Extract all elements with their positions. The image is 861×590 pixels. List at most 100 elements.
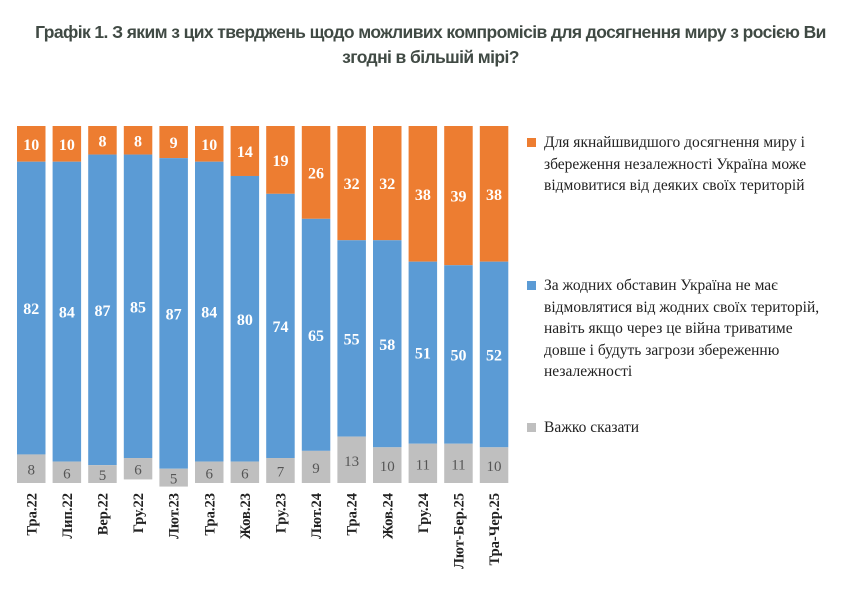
legend-swatch-gray xyxy=(527,423,536,432)
data-label: 38 xyxy=(486,187,502,204)
data-label: 19 xyxy=(272,153,288,170)
data-label: 13 xyxy=(344,454,359,470)
bar-segment xyxy=(159,468,188,487)
data-label: 26 xyxy=(308,165,324,182)
bar-segment xyxy=(301,218,331,451)
data-label: 6 xyxy=(206,466,214,482)
bar-segment xyxy=(52,126,82,162)
data-label: 32 xyxy=(379,176,395,193)
x-tick-label: Тра-Чер.25 xyxy=(487,493,503,566)
bar-segment xyxy=(52,461,82,483)
bar-segment xyxy=(337,126,366,241)
x-tick-label: Гру.24 xyxy=(416,493,432,533)
bar-segment xyxy=(408,261,438,444)
data-label: 87 xyxy=(94,303,110,320)
data-label: 85 xyxy=(130,299,146,316)
bar-segment xyxy=(408,126,438,262)
bar-segment xyxy=(479,447,509,483)
data-label: 5 xyxy=(170,472,178,488)
bar-segment xyxy=(479,261,509,448)
data-label: 11 xyxy=(451,457,465,473)
data-label: 6 xyxy=(134,463,142,479)
legend-label: Важко сказати xyxy=(544,419,640,436)
data-label: 6 xyxy=(241,466,249,482)
data-label: 14 xyxy=(237,144,253,161)
data-label: 10 xyxy=(23,137,39,154)
bar-segment xyxy=(123,154,153,459)
bar-segment xyxy=(230,461,260,483)
bar-segment xyxy=(17,454,46,483)
data-label: 10 xyxy=(487,459,502,475)
bar-segment xyxy=(230,175,260,462)
bar-segment xyxy=(337,240,366,437)
bar-segment xyxy=(230,126,260,176)
x-tick-label: Гру.22 xyxy=(131,493,147,533)
data-label: 82 xyxy=(23,301,39,318)
bar-segment xyxy=(266,126,295,194)
bar-segment xyxy=(195,161,224,462)
data-label: 8 xyxy=(98,133,106,150)
data-label: 39 xyxy=(450,189,466,206)
bar-segment xyxy=(88,126,117,155)
bar-segment xyxy=(444,265,473,444)
legend-item-compromise: Для якнайшвидшого досягнення миру і збер… xyxy=(527,132,827,197)
x-tick-label: Лют.23 xyxy=(167,493,183,539)
data-label: 6 xyxy=(63,466,71,482)
x-tick-label: Лип.22 xyxy=(60,493,76,539)
data-label: 7 xyxy=(277,465,285,481)
data-label: 74 xyxy=(272,319,288,336)
bar-segment xyxy=(159,158,188,469)
data-label: 8 xyxy=(134,133,142,150)
bar-segment xyxy=(52,161,82,462)
chart-title: Графік 1. З яким з цих тверджень щодо мо… xyxy=(35,22,826,67)
bar-segment xyxy=(123,126,153,155)
legend-item-hard-to-say: Важко сказати xyxy=(527,417,827,439)
x-tick-label: Лют-Бер.25 xyxy=(451,493,467,569)
x-tick-label: Вер.22 xyxy=(95,493,111,535)
x-tick-label: Тра.24 xyxy=(345,493,361,536)
x-tick-label: Жов.23 xyxy=(238,493,254,539)
x-tick-label: Гру.23 xyxy=(273,493,289,533)
bar-segment xyxy=(88,465,117,483)
data-label: 51 xyxy=(415,346,431,363)
data-label: 65 xyxy=(308,328,324,345)
data-label: 50 xyxy=(450,347,466,364)
data-label: 87 xyxy=(166,306,182,323)
bar-segment xyxy=(88,154,117,466)
bar-segment xyxy=(444,126,473,266)
data-label: 38 xyxy=(415,187,431,204)
bar-segment xyxy=(17,161,46,455)
data-label: 9 xyxy=(312,461,320,477)
data-label: 10 xyxy=(380,459,395,475)
data-label: 9 xyxy=(170,135,178,152)
bar-segment xyxy=(408,443,438,483)
bar-segment xyxy=(373,126,402,241)
bar-segment xyxy=(373,240,402,448)
bar-segment xyxy=(159,126,188,159)
data-label: 10 xyxy=(201,137,217,154)
bar-segment xyxy=(195,126,224,162)
data-label: 10 xyxy=(59,137,75,154)
bar-segment xyxy=(301,450,331,483)
data-label: 58 xyxy=(379,337,395,354)
bar-segment xyxy=(17,126,46,162)
data-label: 84 xyxy=(201,305,217,322)
data-label: 11 xyxy=(416,457,430,473)
bar-segment xyxy=(337,436,366,483)
bar-segment xyxy=(266,193,295,459)
bar-segment xyxy=(301,126,331,219)
data-label: 52 xyxy=(486,347,502,364)
data-label: 32 xyxy=(344,176,360,193)
legend-label: За жодних обставин Україна не має відмов… xyxy=(544,277,820,380)
bar-segment xyxy=(195,461,224,483)
data-label: 55 xyxy=(344,331,360,348)
bar-segment xyxy=(123,458,153,480)
x-tick-label: Жов.24 xyxy=(380,493,396,539)
data-label: 8 xyxy=(28,463,36,479)
legend-swatch-orange xyxy=(527,138,536,147)
data-label: 5 xyxy=(99,468,107,484)
bar-segment xyxy=(444,443,473,483)
data-label: 80 xyxy=(237,312,253,329)
x-tick-label: Лют.24 xyxy=(309,493,325,539)
